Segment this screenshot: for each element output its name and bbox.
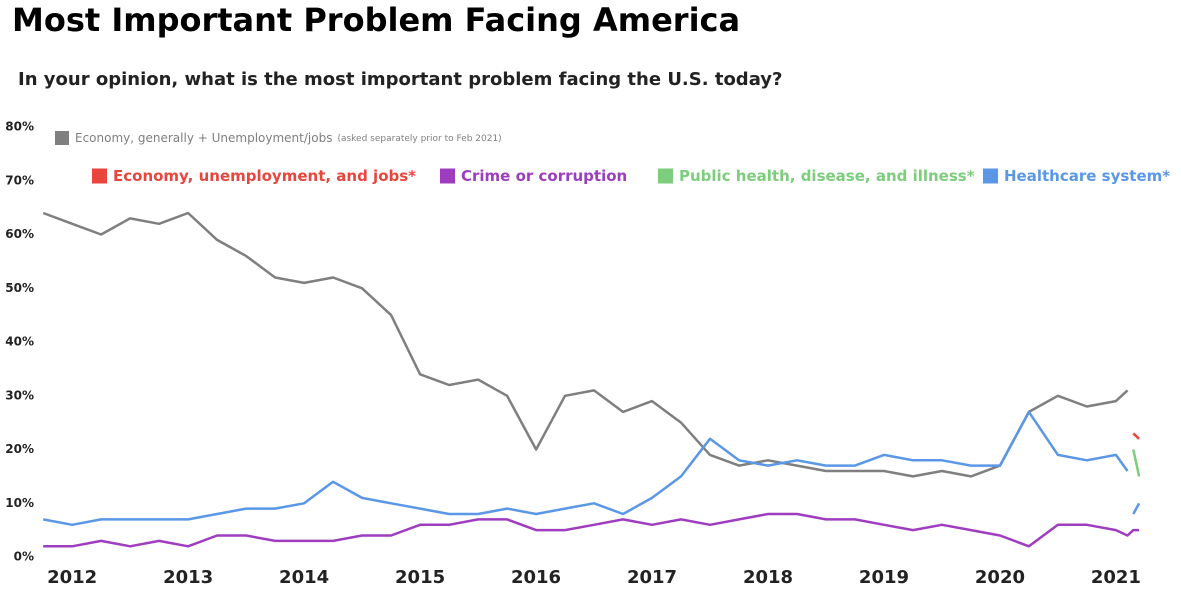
y-tick-label: 60%: [5, 227, 34, 241]
y-tick-label: 30%: [5, 388, 34, 402]
x-tick-label: 2015: [395, 567, 445, 588]
legend-swatch: [55, 131, 69, 145]
legend-name: Public health, disease, and illness*: [679, 167, 975, 185]
legend-label: Economy, unemployment, and jobs*: [113, 167, 416, 185]
x-tick-label: 2020: [975, 567, 1025, 588]
legend-name: Economy, generally + Unemployment/jobs: [75, 131, 332, 145]
legend-note: (asked separately prior to Feb 2021): [337, 134, 501, 144]
chart-title: Most Important Problem Facing America: [12, 1, 740, 39]
legend-swatch: [440, 168, 455, 184]
x-tick-label: 2021: [1091, 567, 1141, 588]
series-line: [42, 211, 1129, 478]
chart-subtitle: In your opinion, what is the most import…: [18, 69, 782, 90]
y-tick-label: 70%: [5, 173, 34, 187]
legend-swatch: [92, 168, 107, 184]
x-tick-label: 2016: [511, 567, 561, 588]
legend-name: Economy, unemployment, and jobs*: [113, 167, 416, 185]
y-tick-label: 20%: [5, 442, 34, 456]
y-tick-label: 40%: [5, 335, 34, 349]
x-tick-label: 2017: [627, 567, 677, 588]
legend-label: Public health, disease, and illness*: [679, 167, 975, 185]
y-tick-label: 0%: [14, 550, 34, 564]
y-tick-label: 10%: [5, 496, 34, 510]
series-line: [1132, 432, 1140, 440]
x-tick-label: 2019: [859, 567, 909, 588]
legend-swatch: [658, 168, 673, 184]
legend-swatch: [983, 168, 998, 184]
y-tick-label: 50%: [5, 281, 34, 295]
series-line: [1132, 449, 1141, 477]
series-line: [43, 512, 1140, 548]
legend-label: Crime or corruption: [461, 167, 627, 185]
legend-name: Healthcare system*: [1004, 167, 1170, 185]
y-tick-label: 80%: [5, 120, 34, 134]
x-tick-label: 2012: [47, 567, 97, 588]
x-tick-label: 2013: [163, 567, 213, 588]
legend-label: Healthcare system*: [1004, 167, 1170, 185]
x-tick-label: 2014: [279, 567, 329, 588]
legend-label: Economy, generally + Unemployment/jobs (a…: [75, 131, 502, 145]
legend-name: Crime or corruption: [461, 167, 627, 185]
series-line: [42, 410, 1141, 527]
x-tick-label: 2018: [743, 567, 793, 588]
